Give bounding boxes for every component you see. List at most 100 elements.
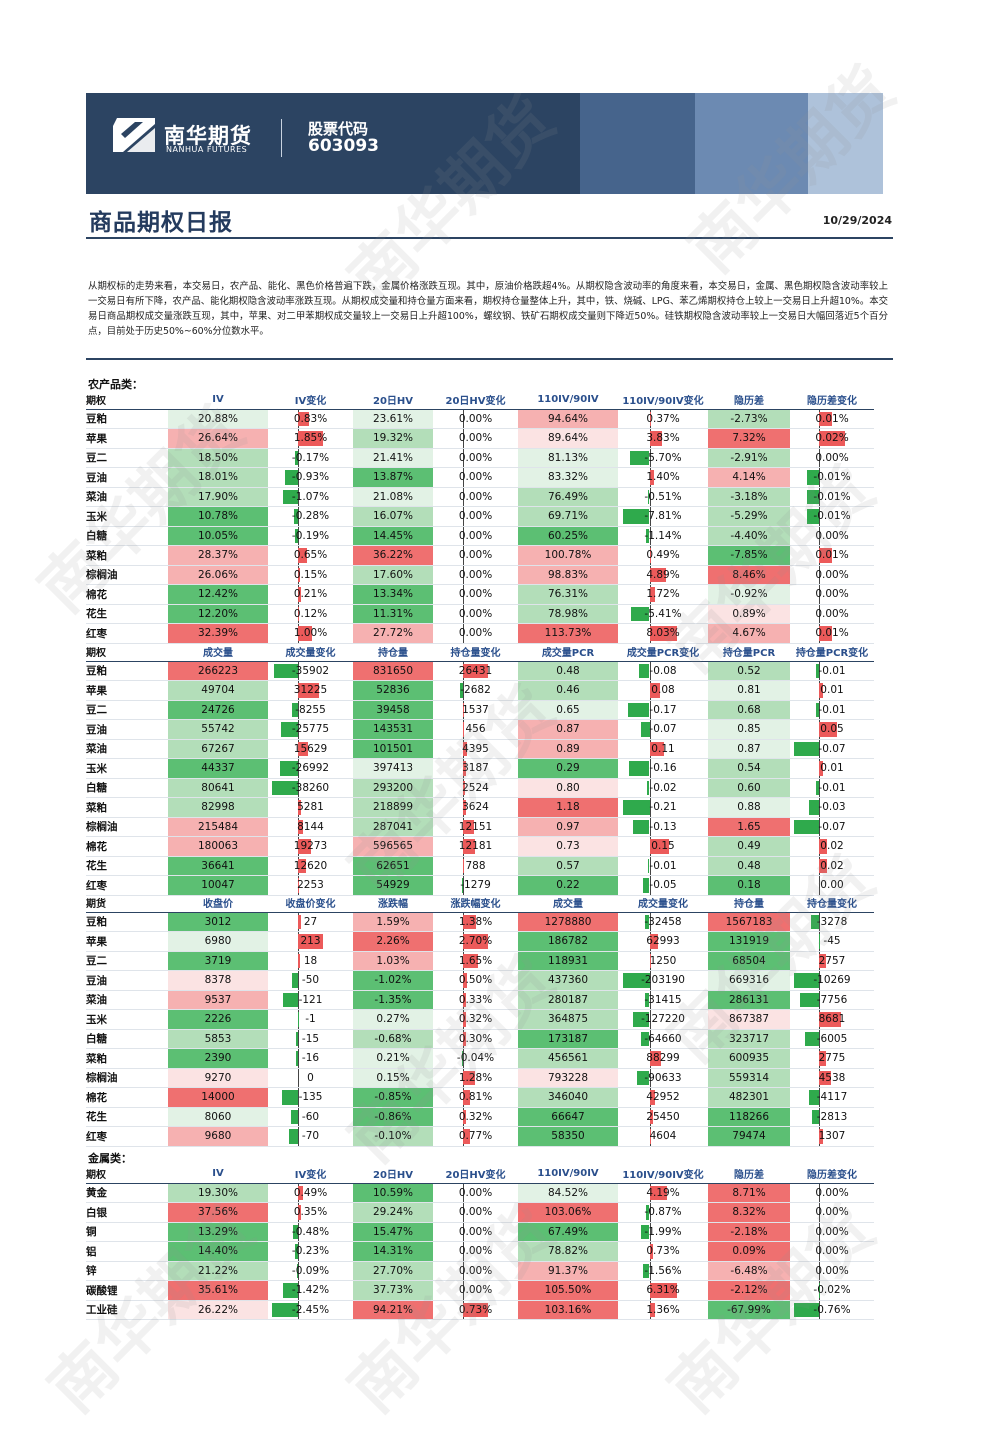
heat-cell: -0.92% [708, 585, 790, 605]
bar-cell: 0.11 [618, 739, 708, 759]
cell-value: 1.36% [646, 1304, 679, 1316]
heat-cell: 0.89 [518, 739, 618, 759]
heat-cell: 1.18 [518, 798, 618, 818]
cell-value: -1.56% [644, 1265, 681, 1277]
bar-cell: 0.00% [433, 468, 518, 488]
summary-rule [86, 358, 893, 360]
bar-cell: 1.72% [618, 585, 708, 605]
heat-cell: 131919 [708, 932, 790, 952]
cell-value: -2.45% [292, 1304, 329, 1316]
bar-axis [298, 1049, 299, 1068]
heat-cell: 60.25% [518, 526, 618, 546]
row-name: 豆二 [86, 951, 168, 971]
heat-cell: 286131 [708, 990, 790, 1010]
cell-value: -38260 [292, 782, 329, 794]
heat-cell: 13.29% [168, 1222, 268, 1242]
heat-cell: 1.59% [353, 912, 433, 932]
bar-cell: -0.01 [790, 778, 874, 798]
heat-cell: 266223 [168, 661, 268, 681]
cell-value: 0.00% [459, 452, 492, 464]
bar-cell: 1537 [433, 700, 518, 720]
column-header: 持仓量PCR [708, 642, 790, 661]
bar-cell: 0.12% [268, 604, 353, 624]
bar-cell: 0.00% [790, 604, 874, 624]
heat-cell: 364875 [518, 1010, 618, 1030]
row-name: 花生 [86, 604, 168, 624]
heat-cell: 669316 [708, 971, 790, 991]
bar-cell: 0.01% [790, 546, 874, 566]
column-header: 110IV/90IV [518, 1164, 618, 1183]
bar-cell: -0.01% [790, 507, 874, 527]
column-header: 隐历差 [708, 1164, 790, 1183]
bar-cell: 0.00% [433, 526, 518, 546]
bar-cell: -5.41% [618, 604, 708, 624]
bar-cell: -1.14% [618, 526, 708, 546]
cell-value: 15629 [294, 743, 327, 755]
cell-value: -10269 [813, 974, 850, 986]
cell-value: 0.00% [815, 1265, 848, 1277]
cell-value: -0.21 [649, 801, 676, 813]
heat-cell: 0.97 [518, 817, 618, 837]
heat-cell: 12.20% [168, 604, 268, 624]
column-header: 110IV/90IV变化 [618, 390, 708, 409]
heat-cell: 0.52 [708, 661, 790, 681]
negative-bar [282, 1090, 298, 1105]
bar-cell: -45 [790, 932, 874, 952]
bar-cell: 0.83% [268, 409, 353, 429]
bar-cell: -90633 [618, 1068, 708, 1088]
cell-value: 0.65% [294, 549, 327, 561]
row-name: 菜粕 [86, 546, 168, 566]
bar-cell: 0.01% [790, 624, 874, 644]
cell-value: -0.01% [813, 510, 850, 522]
cell-value: 0.01% [815, 413, 848, 425]
row-name: 红枣 [86, 1127, 168, 1147]
bar-cell: -16 [268, 1049, 353, 1069]
cell-value: 0.00% [459, 471, 492, 483]
row-name: 豆油 [86, 468, 168, 488]
heat-cell: 27.70% [353, 1261, 433, 1281]
cell-value: -0.02 [649, 782, 676, 794]
row-name: 豆油 [86, 971, 168, 991]
cell-value: 0.12% [294, 608, 327, 620]
cell-value: -0.01 [818, 665, 845, 677]
row-name: 棕榈油 [86, 817, 168, 837]
cell-value: 0.00% [459, 1265, 492, 1277]
heat-cell: 113.73% [518, 624, 618, 644]
bar-cell: 1307 [790, 1127, 874, 1147]
heat-cell: 21.41% [353, 448, 433, 468]
cell-value: 4538 [819, 1072, 846, 1084]
heat-cell: 0.48 [708, 856, 790, 876]
cell-value: -50 [302, 974, 319, 986]
cell-value: 0.49% [294, 1187, 327, 1199]
heat-cell: 16.07% [353, 507, 433, 527]
heat-cell: 831650 [353, 661, 433, 681]
heat-cell: 482301 [708, 1088, 790, 1108]
nanhua-logo-icon [113, 118, 155, 152]
bar-cell: 0.00% [433, 1242, 518, 1262]
cell-value: 0.00% [459, 432, 492, 444]
heat-cell: 12.42% [168, 585, 268, 605]
heat-cell: 0.21% [353, 1049, 433, 1069]
heat-cell: 76.49% [518, 487, 618, 507]
heat-cell: 0.60 [708, 778, 790, 798]
column-header: 隐历差变化 [790, 390, 874, 409]
cell-value: -0.01 [818, 704, 845, 716]
cell-value: 0.08 [651, 684, 674, 696]
bar-cell: 4.19% [618, 1183, 708, 1203]
row-name: 菜油 [86, 487, 168, 507]
heat-cell: -0.85% [353, 1088, 433, 1108]
column-header: 期权 [86, 1164, 168, 1183]
cell-value: 8.03% [646, 627, 679, 639]
bar-cell: -1.42% [268, 1281, 353, 1301]
cell-value: 0.00% [815, 588, 848, 600]
cell-value: 27 [304, 916, 317, 928]
cell-value: -0.01% [813, 471, 850, 483]
cell-value: 0.05 [820, 723, 843, 735]
cell-value: -1279 [460, 879, 491, 891]
